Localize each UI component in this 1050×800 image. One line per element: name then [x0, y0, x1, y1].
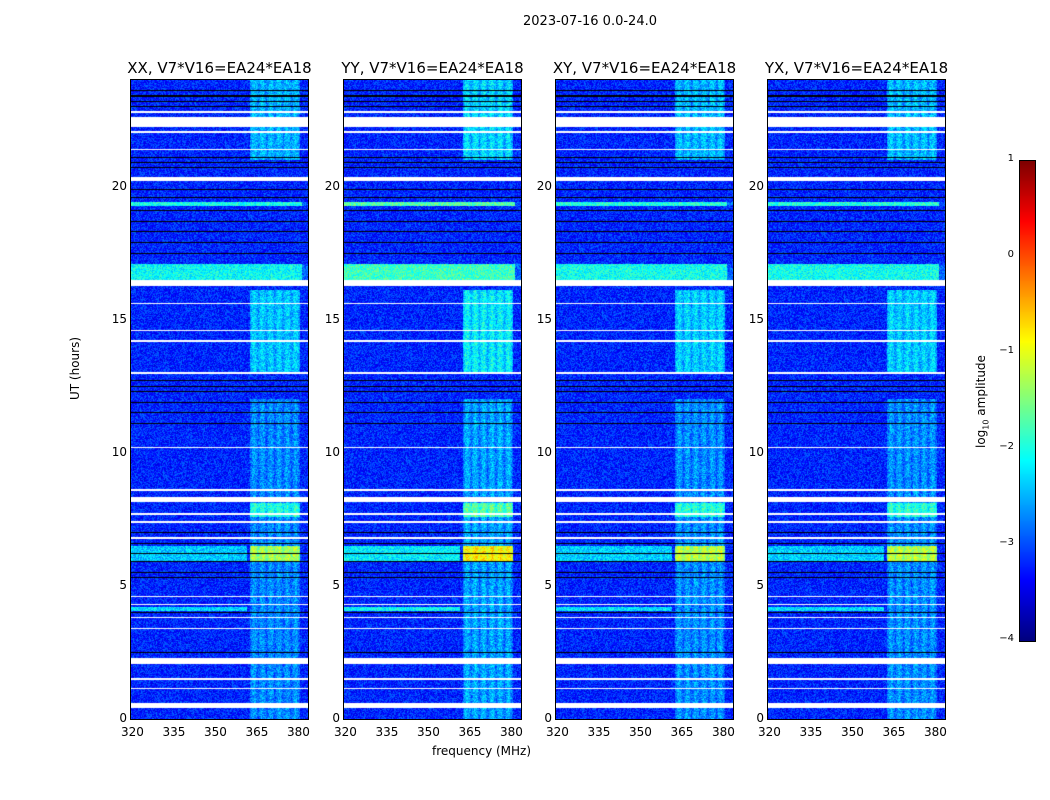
x-tick-label: 350: [203, 725, 227, 739]
x-tick-label: 365: [245, 725, 269, 739]
y-tick-label: 20: [536, 178, 552, 193]
spectrogram-panel: [343, 79, 522, 720]
x-tick-label: 365: [670, 725, 694, 739]
panel-title: XY, V7*V16=EA24*EA18: [552, 59, 737, 77]
x-tick-label: 335: [375, 725, 399, 739]
x-tick-label: 320: [758, 725, 781, 739]
y-tick-label: 5: [119, 577, 127, 592]
y-tick-label: 15: [324, 311, 340, 326]
y-tick-label: 20: [324, 178, 340, 193]
y-tick-label: 15: [748, 311, 764, 326]
y-tick-label: 5: [332, 577, 340, 592]
y-tick-label: 10: [111, 444, 127, 459]
x-tick-label: 380: [923, 725, 947, 739]
panel-title: YX, V7*V16=EA24*EA18: [764, 59, 949, 77]
x-tick-label: 335: [587, 725, 611, 739]
y-tick-label: 0: [332, 711, 340, 725]
spectrogram-panel: [555, 79, 734, 720]
colorbar-tick-label: −4: [999, 633, 1014, 644]
y-tick-label: 5: [756, 577, 764, 592]
x-tick-label: 365: [882, 725, 906, 739]
y-tick-label: 0: [119, 711, 127, 725]
y-tick-label: 0: [756, 711, 764, 725]
figure-title: 2023-07-16 0.0-24.0: [523, 14, 657, 29]
heatmap-image: [131, 80, 308, 719]
spectrogram-panel: [767, 79, 946, 720]
panel-title: XX, V7*V16=EA24*EA18: [127, 59, 312, 77]
x-tick-label: 320: [546, 725, 569, 739]
y-tick-label: 10: [324, 444, 340, 459]
x-tick-label: 335: [162, 725, 186, 739]
y-tick-label: 20: [748, 178, 764, 193]
colorbar-label: log10 amplitude: [974, 355, 991, 448]
y-tick-label: 20: [111, 178, 127, 193]
x-tick-label: 350: [628, 725, 652, 739]
spectrogram-panel: [130, 79, 309, 720]
y-tick-label: 10: [748, 444, 764, 459]
x-tick-label: 350: [840, 725, 864, 739]
colorbar-tick-label: 0: [1007, 249, 1014, 260]
y-tick-label: 0: [544, 711, 552, 725]
x-tick-label: 320: [121, 725, 144, 739]
x-tick-label: 380: [711, 725, 735, 739]
x-tick-label: 320: [334, 725, 357, 739]
y-tick-label: 15: [111, 311, 127, 326]
y-axis-label: UT (hours): [68, 336, 82, 400]
y-tick-label: 10: [536, 444, 552, 459]
colorbar-tick-label: −2: [999, 441, 1014, 452]
colorbar: [1019, 160, 1036, 642]
y-tick-label: 15: [536, 311, 552, 326]
panel-title: YY, V7*V16=EA24*EA18: [341, 59, 524, 77]
heatmap-image: [344, 80, 521, 719]
heatmap-image: [768, 80, 945, 719]
x-tick-label: 380: [286, 725, 310, 739]
heatmap-image: [556, 80, 733, 719]
x-tick-label: 335: [799, 725, 823, 739]
x-tick-label: 350: [416, 725, 440, 739]
x-tick-label: 380: [499, 725, 523, 739]
colorbar-tick-label: −1: [999, 345, 1014, 356]
x-axis-label: frequency (MHz): [432, 744, 532, 758]
colorbar-tick-label: 1: [1007, 153, 1014, 164]
y-tick-label: 5: [544, 577, 552, 592]
x-tick-label: 365: [458, 725, 482, 739]
colorbar-tick-label: −3: [999, 537, 1014, 548]
